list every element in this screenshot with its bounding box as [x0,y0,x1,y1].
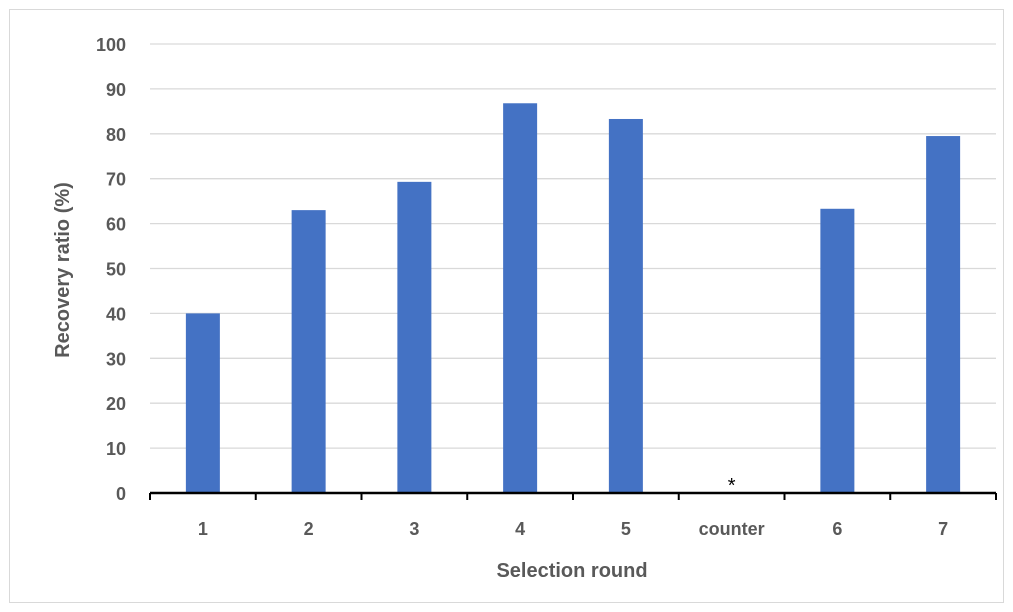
x-tick-label: 5 [621,519,631,539]
y-tick-label: 50 [106,260,126,280]
bar [185,313,220,493]
y-tick-label: 70 [106,170,126,190]
x-tick-label: 3 [409,519,419,539]
x-tick-label: 1 [198,519,208,539]
bar [926,136,961,494]
x-tick-label: 7 [938,519,948,539]
bar [397,181,432,493]
bar [291,210,326,493]
y-tick-label: 10 [106,439,126,459]
bar [503,103,538,493]
x-tick-label: 2 [304,519,314,539]
bars [185,103,961,494]
axes [149,491,997,500]
gridlines [150,43,996,449]
y-tick-label: 90 [106,80,126,100]
y-axis-title: Recovery ratio (%) [52,182,74,358]
y-tick-label: 60 [106,215,126,235]
x-axis-title: Selection round [496,560,647,582]
x-tick-label: 6 [832,519,842,539]
annotation-label: * [728,475,736,497]
y-tick-label: 30 [106,349,126,369]
x-tick-label: counter [699,519,765,539]
tick-labels: 0 10 20 30 40 50 60 70 80 90 100 1 2 3 4 5 counter 6 7 * [96,35,948,539]
x-tick-label: 4 [515,519,525,539]
y-tick-label: 80 [106,125,126,145]
y-tick-label: 100 [96,35,126,55]
bar [608,118,643,493]
y-tick-label: 40 [106,304,126,324]
y-tick-label: 20 [106,394,126,414]
y-tick-label: 0 [116,484,126,504]
bar [820,208,855,493]
